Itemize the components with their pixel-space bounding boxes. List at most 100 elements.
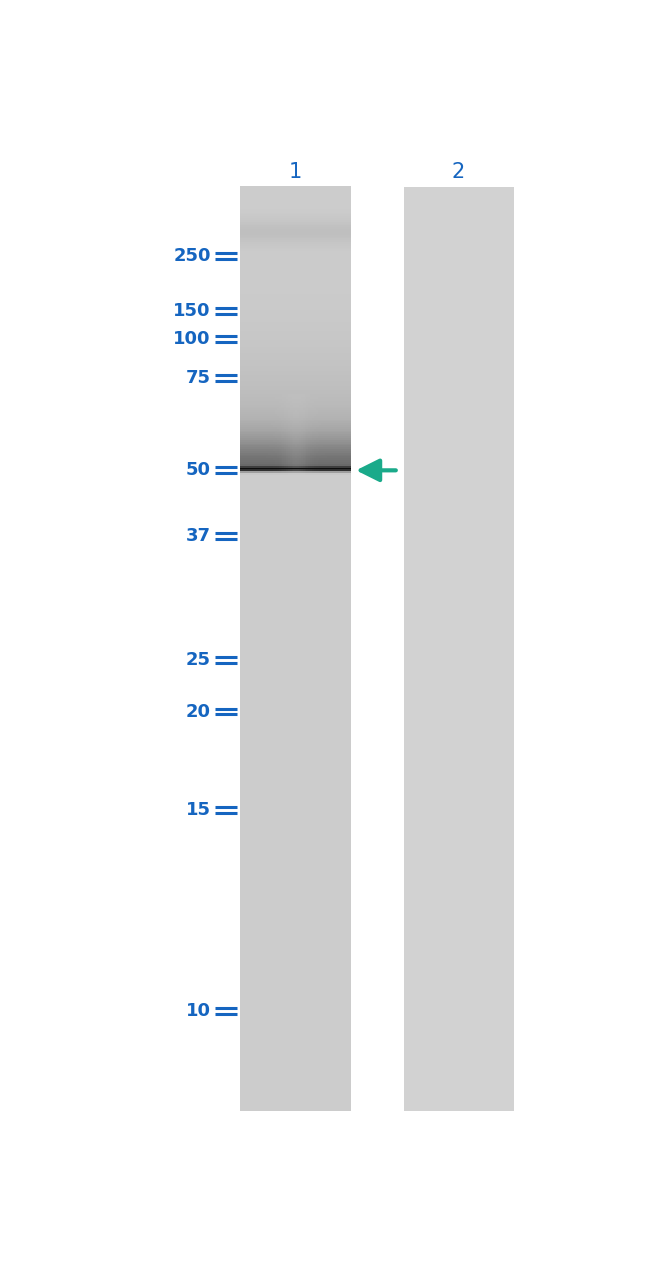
Bar xyxy=(297,522,300,525)
Bar xyxy=(332,507,335,511)
Bar xyxy=(288,461,291,464)
Bar xyxy=(242,442,244,446)
Bar xyxy=(281,498,283,500)
Bar xyxy=(266,523,268,527)
Bar xyxy=(294,439,296,442)
Bar xyxy=(303,503,305,507)
Bar xyxy=(305,396,307,399)
Bar xyxy=(244,481,246,484)
Bar xyxy=(336,500,339,503)
Bar xyxy=(295,441,298,443)
Bar xyxy=(266,493,268,495)
Bar xyxy=(301,478,304,480)
Bar xyxy=(240,381,351,385)
Bar xyxy=(271,432,274,434)
Bar xyxy=(305,462,307,466)
Bar xyxy=(270,538,272,541)
Bar xyxy=(268,422,270,425)
Bar xyxy=(273,395,276,398)
Bar xyxy=(255,486,257,490)
Bar xyxy=(294,514,296,517)
Bar xyxy=(240,1067,351,1071)
Bar xyxy=(317,466,320,470)
Bar xyxy=(264,460,266,462)
Bar xyxy=(306,523,309,527)
Bar xyxy=(246,404,248,406)
Bar xyxy=(240,424,242,427)
Bar xyxy=(271,485,274,488)
Bar xyxy=(290,486,292,490)
Bar xyxy=(260,408,263,410)
Bar xyxy=(288,481,291,484)
Bar xyxy=(349,446,351,450)
Bar xyxy=(251,453,254,456)
Bar xyxy=(262,521,265,523)
Bar xyxy=(259,509,261,512)
Bar xyxy=(247,535,250,537)
Bar xyxy=(329,517,331,519)
Bar xyxy=(240,198,351,202)
Bar xyxy=(290,503,292,507)
Bar xyxy=(240,838,351,841)
Bar xyxy=(286,461,289,464)
Bar xyxy=(240,439,242,442)
Bar xyxy=(257,502,259,504)
Bar xyxy=(251,513,254,516)
Bar xyxy=(303,523,305,527)
Bar xyxy=(341,409,344,411)
Bar xyxy=(329,437,331,439)
Bar xyxy=(240,396,351,399)
Bar xyxy=(240,197,351,199)
Bar xyxy=(295,523,298,527)
Bar xyxy=(249,408,252,410)
Bar xyxy=(306,489,309,491)
Bar xyxy=(240,907,351,909)
Bar xyxy=(246,465,248,467)
Bar xyxy=(279,537,281,540)
Bar xyxy=(330,502,333,504)
Bar xyxy=(240,511,351,514)
Bar xyxy=(306,419,309,422)
Bar xyxy=(323,437,326,439)
Bar xyxy=(297,469,300,471)
Bar xyxy=(257,469,259,471)
Bar xyxy=(273,396,276,399)
Bar xyxy=(240,895,351,898)
Bar xyxy=(273,428,276,431)
Bar xyxy=(240,307,351,310)
Bar xyxy=(338,419,340,422)
Bar xyxy=(253,518,255,521)
Bar xyxy=(240,574,351,577)
Bar xyxy=(266,436,268,438)
Bar xyxy=(332,521,335,523)
Bar xyxy=(319,422,322,425)
Bar xyxy=(290,494,292,497)
Bar xyxy=(336,460,339,462)
Bar xyxy=(329,503,331,507)
Bar xyxy=(270,523,272,527)
Bar xyxy=(242,411,244,414)
Bar xyxy=(257,530,259,532)
Bar xyxy=(266,480,268,483)
Bar xyxy=(268,509,270,512)
Bar xyxy=(244,472,246,475)
Bar xyxy=(317,442,320,446)
Bar xyxy=(319,494,322,497)
Bar xyxy=(246,436,248,438)
Bar xyxy=(268,478,270,480)
Bar xyxy=(282,541,285,544)
Bar xyxy=(240,1062,351,1064)
Bar xyxy=(282,521,285,523)
Bar xyxy=(334,485,337,488)
Bar xyxy=(257,518,259,521)
Bar xyxy=(244,408,246,410)
Bar xyxy=(294,437,296,439)
Bar xyxy=(282,424,285,427)
Bar xyxy=(319,485,322,488)
Bar xyxy=(279,470,281,474)
Bar xyxy=(286,521,289,523)
Bar xyxy=(251,460,254,462)
Bar xyxy=(260,502,263,504)
Bar xyxy=(303,527,305,531)
Bar xyxy=(240,728,351,730)
